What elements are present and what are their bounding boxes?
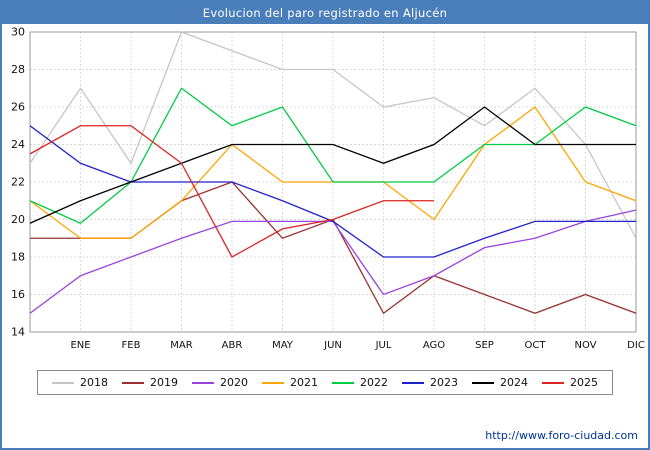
x-tick-label: ABR — [222, 340, 243, 351]
series-2024-line — [29, 106, 636, 224]
title-bar: Evolucion del paro registrado en Aljucén — [2, 2, 648, 24]
y-tick-label: 22 — [11, 176, 25, 189]
legend-swatch-2025 — [542, 381, 564, 384]
x-tick-label: MAY — [272, 340, 294, 351]
series-2018-line — [29, 31, 637, 239]
y-tick-label: 20 — [11, 213, 25, 226]
x-tick-label: ENE — [70, 340, 90, 351]
legend-swatch-2021 — [262, 381, 284, 384]
x-tick-label: DIC — [627, 340, 645, 351]
legend-swatch-2023 — [402, 381, 424, 384]
legend-item-2019: 2019 — [122, 376, 178, 389]
legend-swatch-2020 — [192, 381, 214, 384]
y-tick-label: 30 — [11, 26, 25, 39]
y-tick-label: 18 — [11, 251, 25, 264]
x-tick-label: JUL — [375, 340, 392, 351]
legend: 2018 2019 2020 2021 2022 2023 2024 2025 — [37, 370, 613, 395]
axis-labels: 14 16 18 20 22 24 26 28 30 ENE FEB MAR ABR MAY JUN JUL A… — [11, 26, 645, 352]
legend-item-2023: 2023 — [402, 376, 458, 389]
legend-label-2024: 2024 — [500, 376, 528, 389]
legend-item-2022: 2022 — [332, 376, 388, 389]
x-tick-label: MAR — [170, 340, 192, 351]
x-tick-label: JUN — [323, 340, 342, 351]
legend-item-2021: 2021 — [262, 376, 318, 389]
legend-label-2022: 2022 — [360, 376, 388, 389]
plot-border — [29, 31, 637, 333]
legend-label-2021: 2021 — [290, 376, 318, 389]
footer: http://www.foro-ciudad.com — [2, 427, 648, 448]
y-tick-label: 14 — [11, 326, 25, 339]
y-tick-label: 24 — [11, 138, 25, 151]
y-tick-label: 28 — [11, 63, 25, 76]
chart-title: Evolucion del paro registrado en Aljucén — [202, 6, 448, 20]
series-2025-line — [29, 125, 434, 258]
legend-item-2025: 2025 — [542, 376, 598, 389]
footer-link[interactable]: http://www.foro-ciudad.com — [485, 429, 638, 442]
legend-label-2023: 2023 — [430, 376, 458, 389]
legend-swatch-2022 — [332, 381, 354, 384]
x-tick-label: OCT — [525, 340, 547, 351]
legend-label-2020: 2020 — [220, 376, 248, 389]
legend-swatch-2024 — [472, 381, 494, 384]
legend-swatch-2019 — [122, 381, 144, 384]
legend-label-2025: 2025 — [570, 376, 598, 389]
x-tick-label: NOV — [574, 340, 596, 351]
line-chart: 14 16 18 20 22 24 26 28 30 ENE FEB MAR ABR MAY JUN JUL A… — [11, 26, 645, 352]
legend-item-2024: 2024 — [472, 376, 528, 389]
legend-swatch-2018 — [52, 381, 74, 384]
x-tick-label: FEB — [122, 340, 141, 351]
legend-label-2019: 2019 — [150, 376, 178, 389]
y-tick-label: 16 — [11, 288, 25, 301]
x-tick-label: AGO — [423, 340, 445, 351]
y-tick-label: 26 — [11, 101, 25, 114]
x-tick-label: SEP — [475, 340, 494, 351]
legend-item-2018: 2018 — [52, 376, 108, 389]
legend-label-2018: 2018 — [80, 376, 108, 389]
chart-area: 14 16 18 20 22 24 26 28 30 ENE FEB MAR ABR MAY JUN JUL A… — [2, 24, 648, 360]
legend-item-2020: 2020 — [192, 376, 248, 389]
